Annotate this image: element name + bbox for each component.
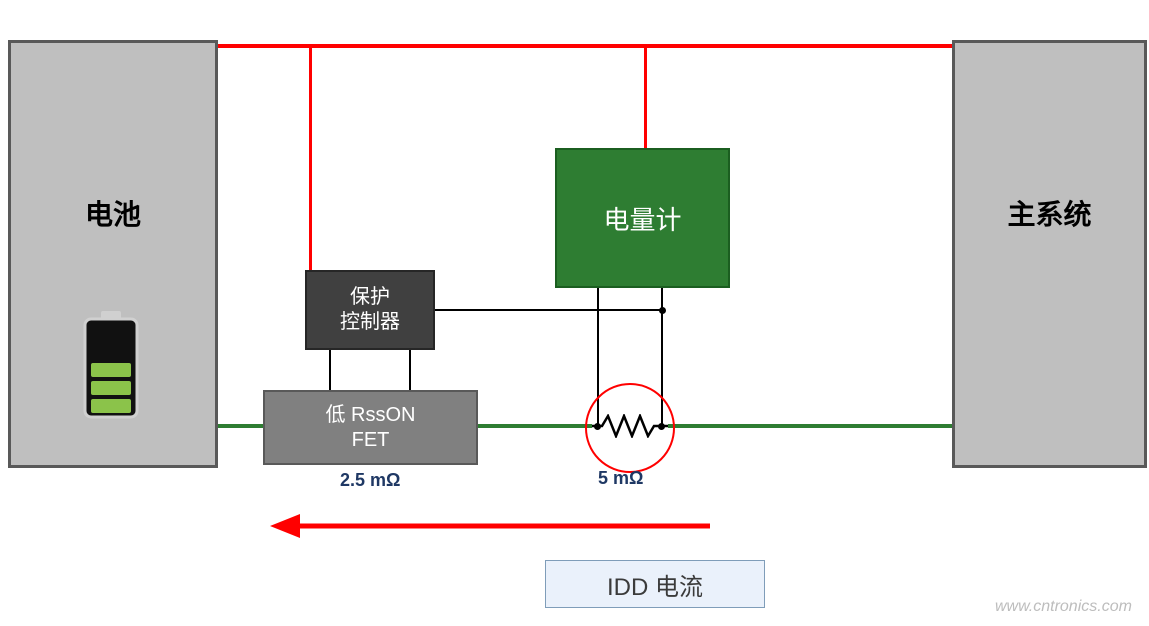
- fet-block: 低 RssON FET: [263, 390, 478, 465]
- fet-value: 2.5 mΩ: [340, 470, 400, 491]
- bottom-rail-left: [218, 424, 263, 428]
- battery-block: 电池: [8, 40, 218, 468]
- battery-icon: [81, 311, 141, 421]
- tap-gauge: [644, 48, 647, 148]
- idd-box: IDD 电流: [545, 560, 765, 608]
- idd-arrow: [270, 506, 720, 546]
- rsense-value: 5 mΩ: [598, 468, 643, 489]
- main-system-label: 主系统: [1007, 193, 1091, 233]
- bottom-rail-right: [668, 424, 952, 428]
- node-dot-1: [659, 307, 666, 314]
- protector-label: 保护 控制器: [340, 285, 400, 335]
- battery-label: 电池: [85, 193, 141, 233]
- idd-label: IDD 电流: [607, 567, 703, 602]
- tap-protector: [309, 48, 312, 270]
- fet-label: 低 RssON FET: [326, 403, 416, 453]
- gauge-block: 电量计: [555, 148, 730, 288]
- protector-fet-left: [329, 350, 331, 390]
- top-rail: [218, 44, 952, 48]
- protector-to-sense: [435, 309, 662, 311]
- protector-block: 保护 控制器: [305, 270, 435, 350]
- watermark: www.cntronics.com: [995, 598, 1132, 616]
- main-system-block: 主系统: [952, 40, 1147, 468]
- bottom-rail-mid: [478, 424, 592, 428]
- sense-circle: [580, 378, 680, 478]
- gauge-label: 电量计: [603, 200, 681, 237]
- protector-fet-right: [409, 350, 411, 390]
